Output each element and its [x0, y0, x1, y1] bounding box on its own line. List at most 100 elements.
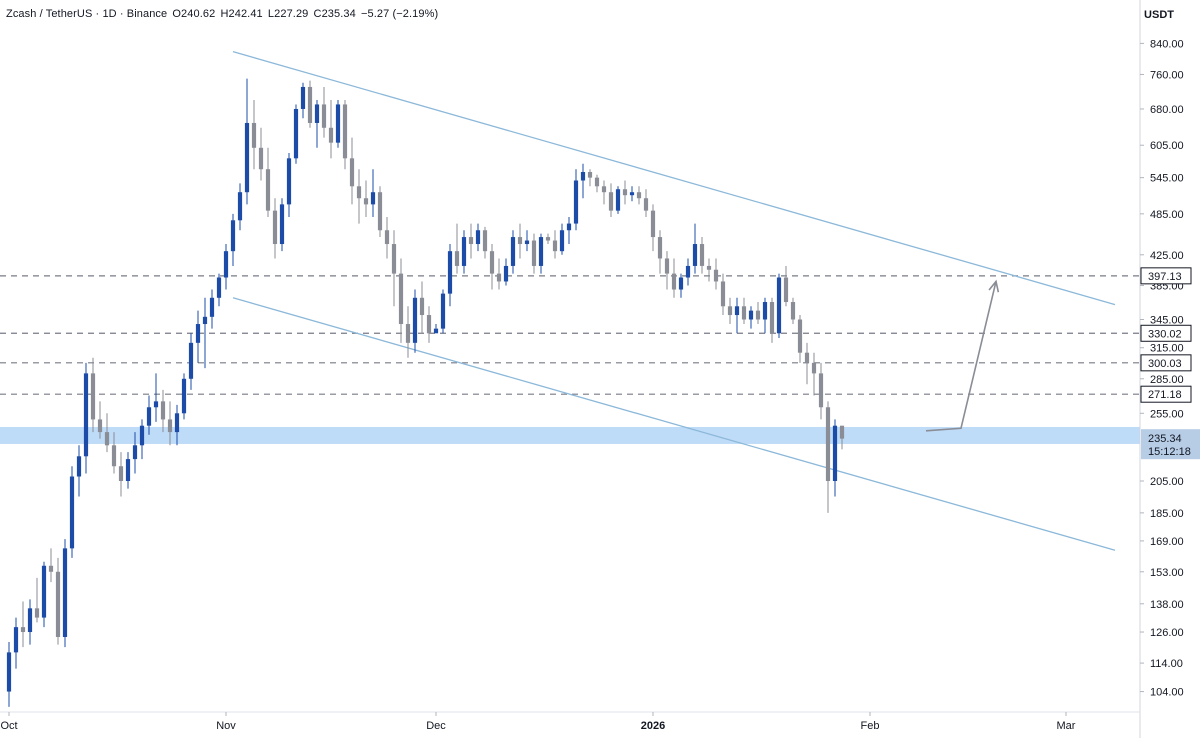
projection-arrow-layer — [925, 279, 1000, 432]
candle-body — [699, 244, 705, 266]
y-tick-label: 680.00 — [1150, 104, 1184, 116]
ohlc-high: H242.41 — [220, 8, 263, 20]
candle-body — [132, 445, 138, 460]
y-tick-label: 185.00 — [1150, 508, 1184, 520]
candle-body — [734, 306, 740, 316]
candle-body — [559, 230, 565, 252]
candle-body — [552, 240, 558, 252]
candle-body — [181, 378, 187, 414]
candle-body — [146, 407, 152, 426]
candle-body — [762, 302, 768, 320]
candle-body — [300, 86, 306, 109]
candle-body — [405, 324, 411, 343]
candle-body — [573, 180, 579, 224]
candle-body — [139, 425, 145, 446]
candle-body — [41, 565, 47, 618]
candle-body — [531, 240, 537, 266]
candle-body — [545, 237, 551, 241]
y-tick-label: 315.00 — [1150, 343, 1184, 355]
candle-body — [797, 319, 803, 353]
candle-body — [370, 192, 376, 205]
candle-body — [804, 352, 810, 363]
candle-body — [391, 244, 397, 274]
candle-body — [489, 251, 495, 274]
candle-body — [398, 273, 404, 325]
candle-body — [62, 548, 68, 637]
level-label-box — [1140, 267, 1192, 285]
currency-label[interactable]: USDT — [1144, 9, 1174, 21]
candle-body — [433, 328, 439, 334]
x-tick-label: Dec — [426, 720, 446, 732]
candle-body — [671, 273, 677, 290]
candle-body — [538, 237, 544, 266]
candle-body — [48, 565, 54, 572]
level-label: 397.13 — [1148, 271, 1182, 283]
candle-body — [475, 230, 481, 245]
candle-body — [769, 302, 775, 334]
y-tick-label: 485.00 — [1150, 209, 1184, 221]
projection-arrow-path — [925, 281, 997, 432]
candle-body — [636, 192, 642, 199]
y-tick-label: 840.00 — [1150, 38, 1184, 50]
candle-body — [692, 244, 698, 266]
candle-body — [363, 198, 369, 205]
x-tick-label: 2026 — [641, 720, 665, 732]
y-tick-label: 205.00 — [1150, 476, 1184, 488]
candle-body — [384, 230, 390, 245]
candle-body — [482, 230, 488, 252]
candle-body — [342, 104, 348, 159]
candle-body — [125, 459, 131, 482]
level-label: 300.03 — [1148, 358, 1182, 370]
candle-body — [272, 210, 278, 245]
candle-body — [356, 186, 362, 199]
candle-body — [34, 608, 40, 618]
candle-body — [321, 104, 327, 128]
y-tick-label: 104.00 — [1150, 687, 1184, 699]
candle-body — [223, 251, 229, 278]
candle-body — [587, 171, 593, 178]
x-tick-label: Feb — [861, 720, 880, 732]
candle-body — [748, 310, 754, 320]
candle-body — [468, 237, 474, 245]
x-tick-label: Oct — [0, 720, 17, 732]
y-tick-label: 255.00 — [1150, 408, 1184, 420]
current-price-value: 235.34 — [1148, 433, 1182, 445]
candle-body — [580, 171, 586, 181]
candle-body — [713, 269, 719, 282]
price-axis[interactable]: 840.00 760.00 680.00 605.00 545.00 485.00 425.… — [1140, 38, 1184, 699]
candle-body — [153, 401, 159, 408]
time-axis[interactable]: Oct Nov Dec 2026 Feb Mar — [0, 712, 1076, 732]
candle-body — [195, 324, 201, 343]
candle-body — [83, 373, 89, 457]
candle-body — [251, 122, 257, 148]
candle-body — [776, 277, 782, 334]
ohlc-close: C235.34 — [313, 8, 356, 20]
candle-body — [524, 240, 530, 245]
candle-body — [13, 627, 19, 653]
candle-body — [279, 204, 285, 245]
x-tick-label: Mar — [1057, 720, 1076, 732]
level-label-box — [1140, 354, 1192, 372]
candle-body — [118, 466, 124, 482]
candle-body — [447, 251, 453, 294]
symbol-title[interactable]: Zcash / TetherUS · 1D · Binance — [6, 8, 168, 20]
candle-body — [216, 277, 222, 298]
candle-body — [293, 108, 299, 159]
candle-body — [790, 302, 796, 320]
y-tick-label: 425.00 — [1150, 250, 1184, 262]
candle-body — [349, 158, 355, 187]
symbol-legend[interactable]: Zcash / TetherUS · 1D · Binance O240.62 … — [6, 8, 440, 20]
candle-body — [657, 237, 663, 259]
candle-body — [839, 425, 845, 439]
candle-body — [209, 297, 215, 317]
x-tick-label: Nov — [216, 720, 236, 732]
channel-upper-line — [232, 51, 1116, 306]
candle-body — [727, 306, 733, 316]
candle-body — [286, 158, 292, 205]
candle-body — [503, 265, 509, 282]
y-tick-label: 760.00 — [1150, 69, 1184, 81]
candle-body — [678, 277, 684, 290]
candle-body — [27, 608, 33, 633]
